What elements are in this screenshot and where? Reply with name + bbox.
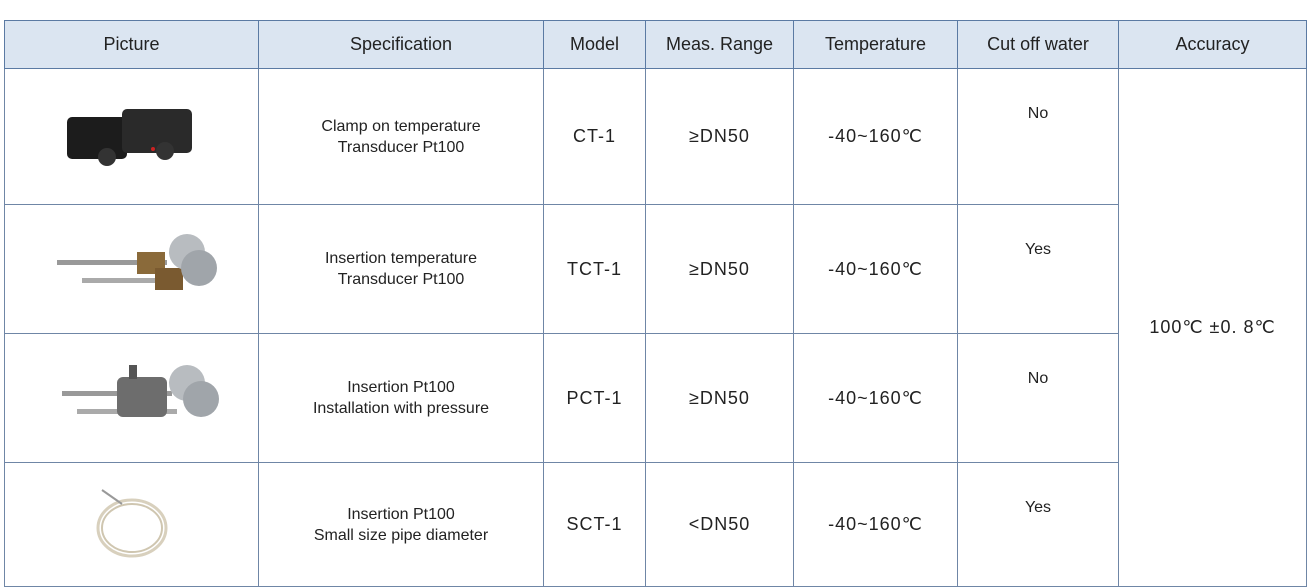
table-body: Clamp on temperature Transducer Pt100 CT-1…: [4, 68, 1307, 587]
model-cell: SCT-1: [543, 462, 646, 587]
specification-cell: Clamp on temperature Transducer Pt100: [258, 68, 544, 205]
accuracy-cell: 100℃ ±0. 8℃: [1118, 68, 1307, 587]
table-row: Insertion Pt100 Small size pipe diameter S…: [4, 462, 1307, 587]
specification-line: Transducer Pt100: [337, 271, 465, 288]
column-header: Cut off water: [957, 20, 1119, 69]
table-row: Insertion temperature Transducer Pt100 TCT…: [4, 204, 1307, 334]
temperature-cell: -40~160℃: [793, 333, 958, 463]
picture-cell: [4, 204, 259, 334]
specification-line: Insertion Pt100: [347, 505, 455, 523]
specification-line: Clamp on temperature: [321, 117, 481, 135]
temperature-cell: -40~160℃: [793, 204, 958, 334]
water-cell: Yes: [957, 462, 1119, 587]
water-cell: Yes: [957, 204, 1119, 334]
model-cell: TCT-1: [543, 204, 646, 334]
page: Picture Specification Model Meas. Range Temp…: [4, 20, 1307, 587]
specification-cell: Insertion temperature Transducer Pt100: [258, 204, 544, 334]
picture-cell: [4, 333, 259, 463]
column-header: Meas. Range: [645, 20, 794, 69]
range-cell: ≥DN50: [645, 204, 794, 334]
column-header: Accuracy: [1118, 20, 1307, 69]
column-header: Picture: [4, 20, 259, 69]
column-header: Specification: [258, 20, 544, 69]
specification-line: Transducer Pt100: [337, 138, 465, 156]
header-row: Picture Specification Model Meas. Range Temp…: [4, 20, 1307, 69]
specification-line: Insertion temperature: [324, 250, 478, 267]
specification-line: Installation with pressure: [312, 400, 490, 417]
range-cell: <DN50: [645, 462, 794, 587]
temperature-cell: -40~160℃: [793, 68, 958, 205]
range-cell: ≥DN50: [645, 333, 794, 463]
spec-table: Picture Specification Model Meas. Range Temp…: [4, 20, 1307, 587]
picture-cell: [4, 68, 259, 205]
water-cell: No: [957, 333, 1119, 463]
picture-cell: [4, 462, 259, 587]
specification-line: Small size pipe diameter: [313, 526, 489, 544]
range-cell: ≥DN50: [645, 68, 794, 205]
specification-line: Insertion Pt100: [347, 379, 455, 396]
column-header: Model: [543, 20, 646, 69]
table-row: Insertion Pt100 Installation with pressur…: [4, 333, 1307, 463]
model-cell: CT-1: [543, 68, 646, 205]
temperature-cell: -40~160℃: [793, 462, 958, 587]
specification-cell: Insertion Pt100 Small size pipe diameter: [258, 462, 544, 587]
water-cell: No: [957, 68, 1119, 205]
specification-cell: Insertion Pt100 Installation with pressur…: [258, 333, 544, 463]
model-cell: PCT-1: [543, 333, 646, 463]
table-row: Clamp on temperature Transducer Pt100 CT-1…: [4, 68, 1307, 587]
column-header: Temperature: [793, 20, 958, 69]
